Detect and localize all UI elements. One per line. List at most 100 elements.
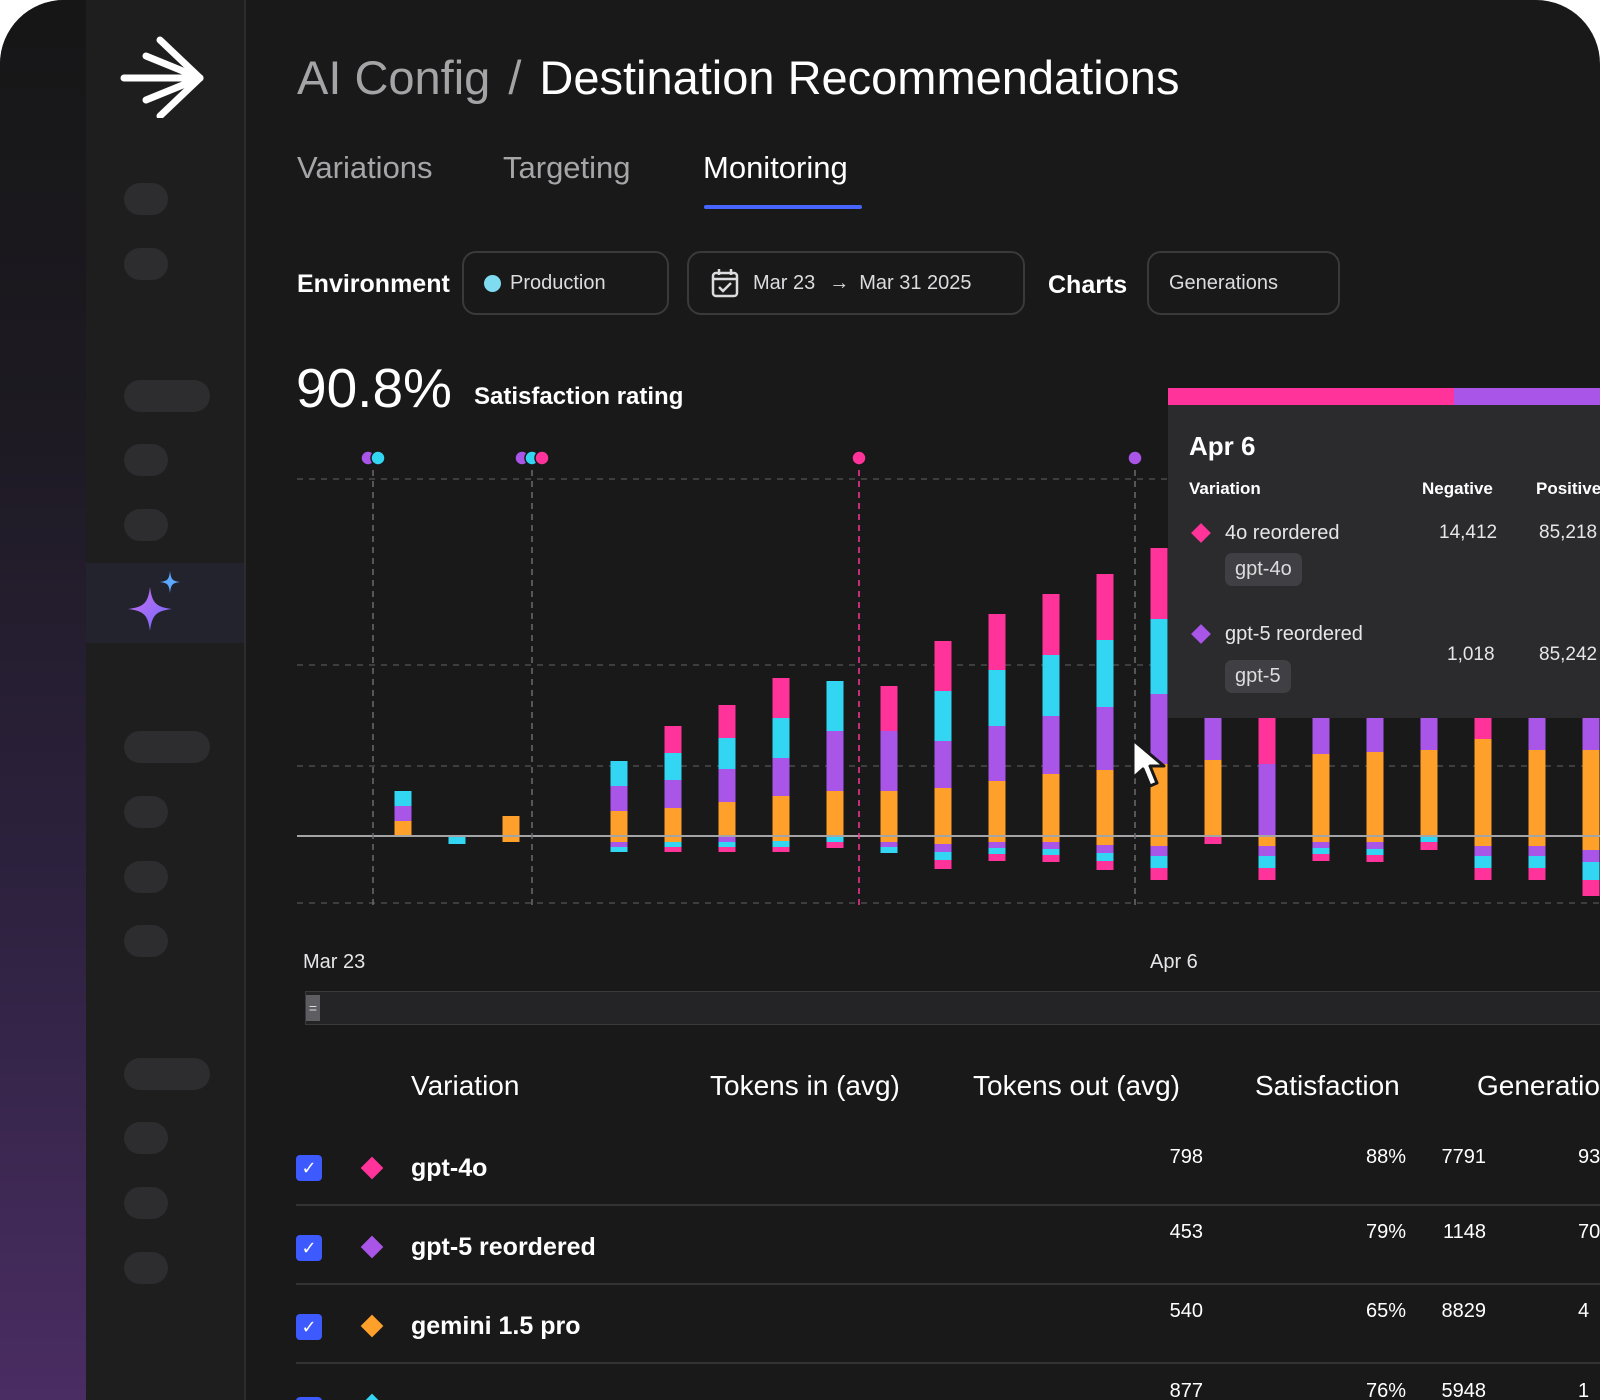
bar-segment-orange [826,791,844,836]
sidebar-nav-placeholder[interactable] [124,861,168,893]
event-marker-dot [851,450,867,466]
bar-segment-neg-purple [1258,846,1276,856]
tab-variations[interactable]: Variations [297,150,433,185]
sidebar-nav-placeholder[interactable] [124,248,168,280]
variation-swatch-diamond [360,1314,384,1338]
bar-segment-pink [664,726,682,753]
tab-targeting[interactable]: Targeting [503,150,631,185]
sidebar-nav-placeholder[interactable] [124,925,168,957]
bar-segment-neg-pink [1096,861,1114,870]
tooltip-variation-name: gpt-5 reordered [1225,623,1363,645]
chart-range-scrollbar[interactable]: = [305,991,1600,1025]
sidebar-nav-placeholder[interactable] [124,731,210,763]
sidebar-nav-placeholder[interactable] [124,509,168,541]
table-row[interactable]: ✓ gpt-5 reordered 453 1148 79% 70 [296,1204,1600,1285]
table-row[interactable]: ✓ gemini 1.5 pro 540 8829 65% 4 [296,1283,1600,1364]
tooltip-model-badge: gpt-4o [1225,553,1302,586]
page-title: Destination Recommendations [539,51,1180,104]
bar-segment-neg-orange [772,836,790,841]
date-arrow-icon: → [829,271,850,294]
satisfaction-value: 90.8% [296,357,452,419]
table-row[interactable]: ✓ 877 5948 76% 1 [296,1362,1600,1400]
tab-monitoring[interactable]: Monitoring [703,150,848,185]
bar-segment-neg-purple [1582,850,1600,862]
bar-segment-neg-cyan [664,842,682,847]
date-end: Mar 31 2025 [859,271,972,294]
date-range-picker[interactable]: Mar 23 → Mar 31 2025 [687,251,1025,315]
column-header-satisfaction[interactable]: Satisfaction [1255,1070,1400,1101]
bar-segment-neg-purple [1474,846,1492,856]
column-header-tokens-in[interactable]: Tokens in (avg) [710,1070,900,1101]
bar-segment-pink [718,705,736,738]
checkbox-checked-icon[interactable]: ✓ [296,1155,322,1181]
variation-name: gpt-4o [411,1154,488,1182]
bar-segment-neg-cyan [826,836,844,842]
sidebar-nav-placeholder[interactable] [124,380,210,412]
column-header-generations[interactable]: Generatio [1477,1070,1600,1101]
breadcrumb-parent-link[interactable]: AI Config [297,51,491,104]
bar-segment-cyan [610,761,628,786]
sidebar-nav-placeholder[interactable] [124,1187,168,1219]
table-row[interactable]: ✓ gpt-4o 798 7791 88% 93 [296,1125,1600,1206]
generations-value: 4 [1578,1300,1590,1322]
bar-segment-cyan [1096,640,1114,707]
bar-segment-neg-orange [610,836,628,842]
sidebar-nav-placeholder[interactable] [124,444,168,476]
chart-tooltip: Apr 6 Variation Negative Positive 4o reo… [1168,388,1600,718]
bar-segment-neg-cyan [1528,856,1546,868]
checkbox-checked-icon[interactable]: ✓ [296,1314,322,1340]
tooltip-model-badge: gpt-5 [1225,660,1291,693]
bar-segment-neg-cyan [1258,856,1276,868]
x-tick-label: Apr 6 [1150,951,1198,973]
bar-segment-neg-pink [1582,880,1600,896]
sidebar-nav-placeholder[interactable] [124,1058,210,1090]
sparkle-icon [128,571,180,631]
sidebar-nav-placeholder[interactable] [124,1122,168,1154]
sidebar-nav-placeholder[interactable] [124,183,168,215]
bar-segment-cyan [988,670,1006,726]
sidebar-nav-placeholder[interactable] [124,1252,168,1284]
checkbox-checked-icon[interactable]: ✓ [296,1397,322,1400]
checkbox-checked-icon[interactable]: ✓ [296,1235,322,1261]
charts-label: Charts [1048,271,1128,299]
breadcrumb: AI Config / Destination Recommendations [297,50,1179,105]
tooltip-negative-value: 14,412 [1439,522,1498,543]
bar-segment-purple [394,806,412,821]
bar-segment-neg-pink [934,860,952,869]
satisfaction-value-cell: 88% [1366,1146,1407,1168]
bar-segment-neg-purple [1096,845,1114,853]
bar-segment-purple [772,758,790,796]
bar-segment-pink [1150,548,1168,619]
bar-segment-orange [1204,760,1222,836]
bar-segment-purple [826,731,844,791]
bar-segment-pink [772,678,790,718]
bar-segment-neg-orange [502,836,520,842]
bar-segment-pink [1096,574,1114,640]
bar-segment-neg-cyan [1366,849,1384,855]
bar-segment-cyan [1042,655,1060,716]
environment-select[interactable]: Production [462,251,669,315]
scrollbar-drag-handle[interactable]: = [306,995,320,1021]
bar-segment-purple [1420,710,1438,750]
bar-segment-neg-cyan [1150,856,1168,868]
column-header-variation[interactable]: Variation [411,1070,520,1101]
bar-segment-pink [880,686,898,731]
bar-segment-neg-orange [988,836,1006,842]
sidebar-nav-placeholder[interactable] [124,796,168,828]
bar-segment-orange [1528,750,1546,836]
bar-segment-purple [1150,694,1168,764]
launchdarkly-arrow-icon[interactable] [120,36,206,118]
bar-segment-cyan [664,753,682,780]
bar-segment-neg-cyan [1474,856,1492,868]
bar-segment-orange [1312,754,1330,836]
charts-select[interactable]: Generations [1147,251,1340,315]
bar-segment-orange [1096,770,1114,836]
column-header-tokens-out[interactable]: Tokens out (avg) [973,1070,1180,1101]
generations-value: 70 [1578,1221,1600,1243]
sidebar-item-ai-config[interactable] [86,563,244,643]
bar-segment-orange [394,821,412,836]
bar-segment-neg-purple [1312,842,1330,848]
variation-swatch-diamond [360,1235,384,1259]
tooltip-color-bar-gpt-5 [1454,388,1600,405]
satisfaction-value-cell: 65% [1366,1300,1407,1322]
